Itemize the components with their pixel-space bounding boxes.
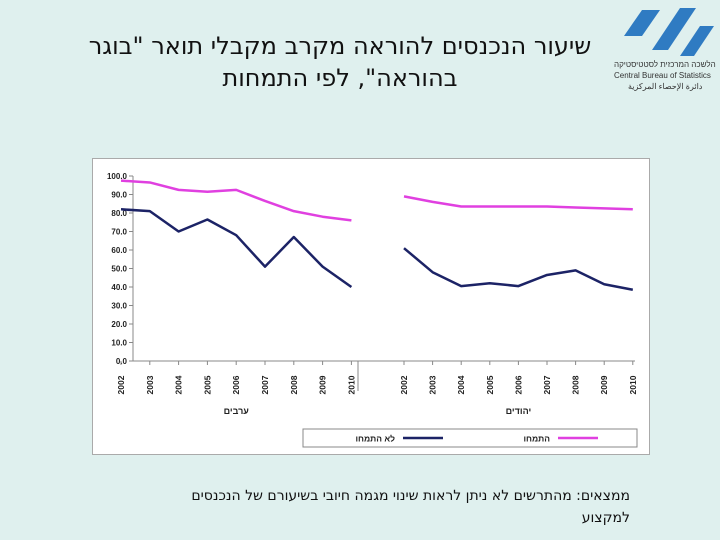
- legend-label: לא התמחו: [355, 434, 395, 444]
- y-tick-label: 80.0: [111, 209, 127, 218]
- x-tick-label: 2010: [628, 375, 638, 394]
- series-line: [403, 195, 633, 211]
- series-line: [403, 247, 634, 292]
- title-line-1: שיעור הנכנסים להוראה מקרב מקבלי תואר "בו…: [88, 32, 592, 60]
- legend-box: [302, 428, 638, 448]
- y-tick-label: 20.0: [111, 320, 127, 329]
- x-tick-label: 2010: [346, 375, 356, 394]
- y-tick-label: 100.0: [107, 172, 128, 181]
- chart-area: 0.0 10.0 20.0 30.0 40.0 50.0 60.0 70.0 80.0 90.0 1…: [92, 158, 650, 455]
- x-tick-label: 2002: [116, 375, 126, 394]
- x-tick-label: 2008: [571, 375, 581, 394]
- x-tick-label: 2004: [456, 375, 466, 394]
- findings-text: ממצאים: מהתרשים לא ניתן לראות שינוי מגמה…: [150, 485, 630, 529]
- x-tick-label: 2009: [599, 375, 609, 394]
- y-tick-label: 70.0: [111, 228, 127, 237]
- finding-line-2: למקצוע: [581, 510, 630, 526]
- logo-name-en: Central Bureau of Statistics: [614, 71, 711, 80]
- series-line: [120, 179, 352, 222]
- group-label: יהודים: [506, 406, 532, 416]
- logo-name-he: הלשכה המרכזית לסטטיסטיקה: [614, 60, 716, 69]
- x-tick-label: 2005: [202, 375, 212, 394]
- y-tick-label: 50.0: [111, 265, 127, 274]
- x-tick-label: 2005: [485, 375, 495, 394]
- x-tick-label: 2002: [399, 375, 409, 394]
- chart-title: שיעור הנכנסים להוראה מקרב מקבלי תואר "בו…: [60, 30, 620, 94]
- x-tick-label: 2006: [513, 375, 523, 394]
- x-tick-label: 2004: [174, 375, 184, 394]
- series-line: [120, 208, 353, 289]
- y-tick-label: 40.0: [111, 283, 127, 292]
- x-tick-label: 2007: [260, 375, 270, 394]
- x-tick-label: 2006: [231, 375, 241, 394]
- group-label: ערבים: [224, 406, 250, 416]
- finding-line-1: ממצאים: מהתרשים לא ניתן לראות שינוי מגמה…: [191, 488, 630, 504]
- y-tick-label: 90.0: [111, 191, 127, 200]
- y-tick-label: 30.0: [111, 302, 127, 311]
- cbs-logo: [624, 8, 714, 56]
- x-tick-label: 2008: [289, 375, 299, 394]
- y-tick-label: 0.0: [116, 357, 128, 366]
- y-tick-label: 10.0: [111, 339, 127, 348]
- x-tick-label: 2003: [428, 375, 438, 394]
- title-line-2: בהוראה", לפי התמחות: [222, 64, 458, 92]
- y-tick-label: 60.0: [111, 246, 127, 255]
- x-tick-label: 2007: [542, 375, 552, 394]
- line-chart: 0.0 10.0 20.0 30.0 40.0 50.0 60.0 70.0 80.0 90.0 1…: [107, 172, 638, 448]
- legend-label: התמחו: [523, 434, 550, 444]
- x-tick-label: 2009: [318, 375, 328, 394]
- logo-name-ar: دائرة الإحصاء المركزية: [628, 82, 703, 91]
- x-tick-label: 2003: [145, 375, 155, 394]
